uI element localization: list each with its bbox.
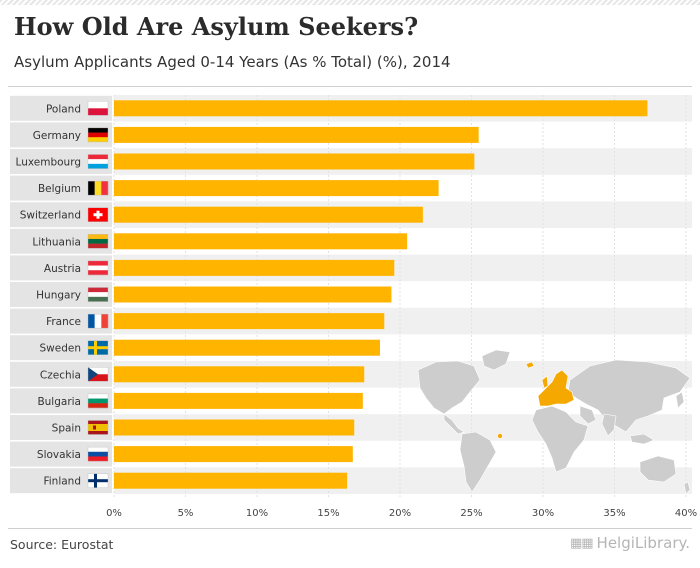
map-iceland-highlight: [525, 361, 535, 369]
category-label: Switzerland: [20, 210, 81, 222]
x-tick-label: 40%: [675, 508, 697, 519]
spain-flag-icon: [87, 420, 109, 435]
footer-divider: [8, 528, 692, 529]
sweden-flag-icon: [87, 340, 109, 355]
x-tick-label: 5%: [178, 508, 194, 519]
map-greenland: [481, 349, 511, 371]
bar-bulgaria: [114, 392, 363, 409]
bar-sweden: [114, 339, 380, 356]
finland-flag-icon: [87, 473, 109, 488]
category-label: France: [46, 316, 81, 328]
bar-slovakia: [114, 446, 353, 463]
chart-title: How Old Are Asylum Seekers?: [14, 12, 419, 41]
bars: [114, 100, 648, 489]
bar-hungary: [114, 286, 392, 303]
x-tick-label: 15%: [317, 508, 339, 519]
category-label: Hungary: [36, 290, 81, 302]
brand-logo: ▦▦ HelgiLibrary.: [570, 534, 690, 552]
x-tick-label: 25%: [460, 508, 482, 519]
france-flag-icon: [87, 313, 109, 329]
map-new-zealand: [683, 481, 691, 495]
category-label: Luxembourg: [16, 157, 81, 169]
category-label: Austria: [44, 263, 81, 275]
czechia-flag-icon: [87, 367, 109, 382]
belgium-flag-icon: [87, 180, 109, 196]
category-label: Belgium: [38, 183, 81, 195]
germany-flag-icon: [87, 127, 109, 143]
category-label: Sweden: [40, 343, 82, 355]
poland-flag-icon: [87, 101, 109, 116]
map-africa: [531, 405, 589, 473]
bar-lithuania: [114, 233, 408, 250]
bar-germany: [114, 126, 479, 143]
category-label: Poland: [46, 103, 81, 115]
hungary-flag-icon: [87, 287, 109, 302]
bar-finland: [114, 472, 348, 489]
category-labels: Poland Germany Luxembourg Belgium Switzerlan…: [16, 103, 81, 487]
x-tick-label: 30%: [532, 508, 554, 519]
luxembourg-flag-icon: [87, 154, 109, 169]
map-australia: [639, 455, 677, 483]
header-stripe: [0, 0, 700, 5]
chart-subtitle: Asylum Applicants Aged 0-14 Years (As % …: [14, 53, 451, 71]
x-tick-label: 10%: [246, 508, 268, 519]
category-label: Germany: [33, 130, 81, 142]
world-map: [417, 349, 691, 495]
map-asia: [567, 359, 691, 433]
category-label: Bulgaria: [37, 396, 81, 408]
map-japan: [675, 391, 685, 409]
category-label: Czechia: [40, 369, 81, 381]
source-note: Source: Eurostat: [10, 537, 114, 552]
lithuania-flag-icon: [87, 234, 109, 249]
country-flags: [87, 101, 109, 488]
header-divider: [8, 86, 692, 87]
map-europe-highlight: [537, 369, 575, 407]
map-india: [601, 413, 617, 437]
category-label: Spain: [52, 423, 81, 435]
bar-spain: [114, 419, 355, 436]
category-label: Lithuania: [32, 236, 81, 248]
x-tick-label: 20%: [389, 508, 411, 519]
x-tick-label: 0%: [106, 508, 122, 519]
switzerland-flag-icon: [87, 207, 109, 222]
map-se-asia: [629, 433, 655, 445]
library-icon: ▦▦: [569, 535, 594, 551]
bar-austria: [114, 259, 395, 276]
category-label: Finland: [43, 476, 81, 488]
slovakia-flag-icon: [87, 446, 109, 462]
map-arabia: [579, 405, 597, 425]
bar-switzerland: [114, 206, 423, 223]
bulgaria-flag-icon: [87, 393, 109, 409]
bar-poland: [114, 100, 648, 117]
x-axis-ticks: 0% 5% 10% 15% 20% 25% 30% 35% 40%: [106, 508, 697, 519]
bar-czechia: [114, 366, 365, 383]
brand-name: HelgiLibrary.: [596, 534, 690, 552]
map-uk-highlight: [541, 375, 549, 389]
bar-belgium: [114, 180, 439, 197]
map-south-america: [459, 431, 497, 493]
map-central-america: [443, 413, 465, 435]
bar-france: [114, 313, 385, 330]
bar-luxembourg: [114, 153, 475, 170]
x-tick-label: 35%: [603, 508, 625, 519]
map-north-america: [417, 360, 481, 415]
austria-flag-icon: [87, 260, 109, 276]
map-outlying-highlight: [497, 433, 503, 439]
category-label: Slovakia: [37, 449, 81, 461]
